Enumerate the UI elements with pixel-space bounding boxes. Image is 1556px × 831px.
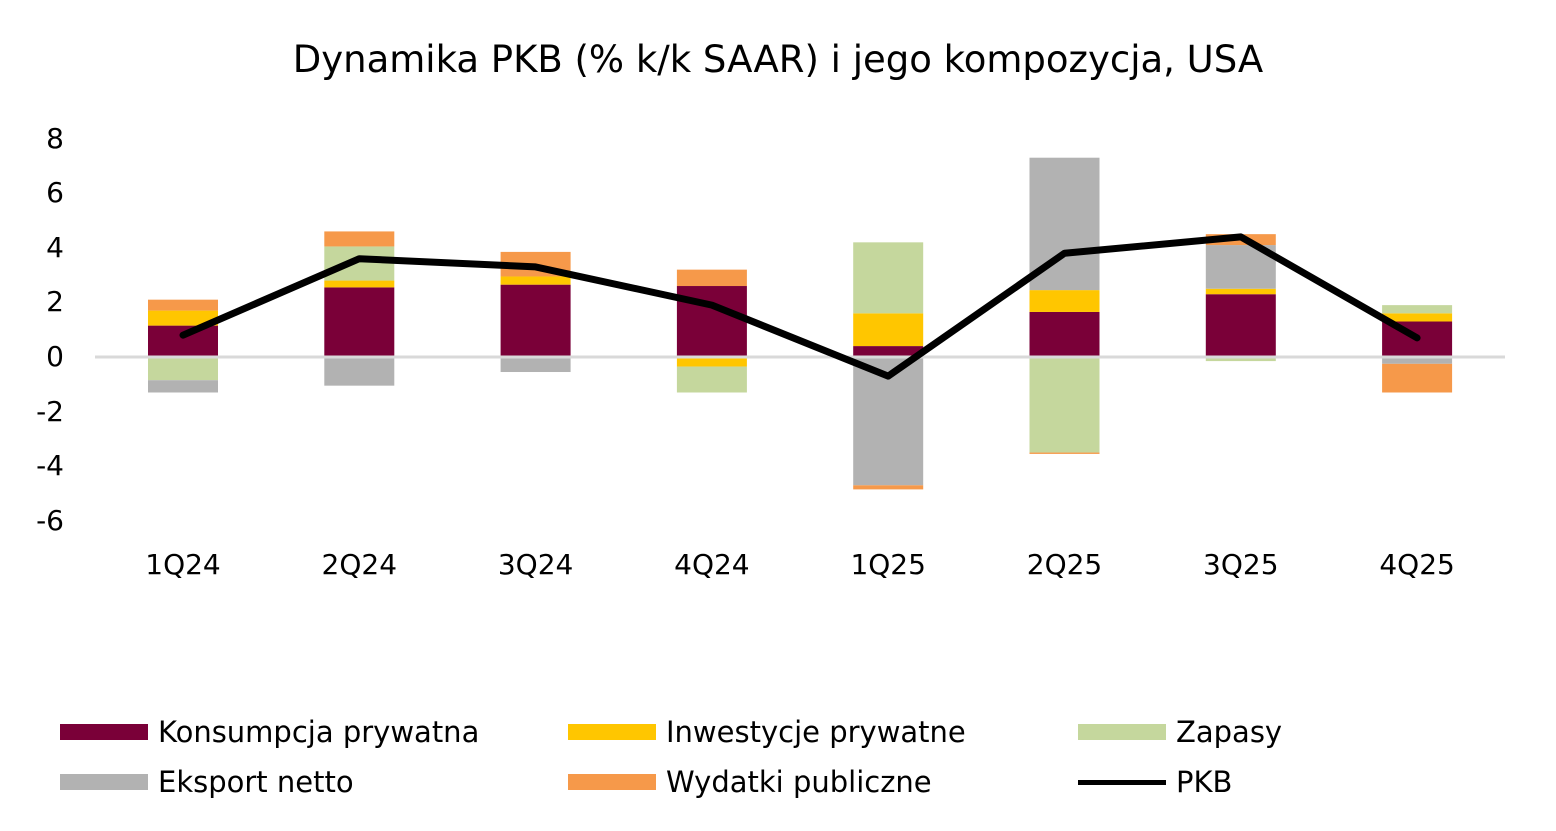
legend-label: Eksport netto: [158, 765, 354, 799]
bar-segment-inwestycje: [148, 310, 218, 326]
legend-label: PKB: [1176, 765, 1233, 799]
legend-item-eksport: Eksport netto: [60, 765, 354, 799]
inwestycje-swatch-icon: [568, 724, 656, 740]
x-tick-label: 3Q25: [1203, 548, 1279, 581]
y-tick-label: 4: [46, 230, 64, 264]
x-tick-label: 2Q24: [321, 548, 398, 581]
bar-segment-wydatki: [1382, 363, 1453, 393]
bar-stack-2Q25: [1029, 157, 1100, 454]
bar-stack-4Q25: [1382, 305, 1453, 393]
bar-segment-inwestycje: [1029, 290, 1100, 312]
y-tick-label: 2: [46, 285, 64, 319]
bar-segment-wydatki: [676, 269, 747, 287]
bar-stack-4Q24: [676, 269, 747, 393]
legend-label: Inwestycje prywatne: [666, 715, 966, 749]
y-tick-label: -6: [36, 503, 64, 537]
chart-title: Dynamika PKB (% k/k SAAR) i jego kompozy…: [292, 38, 1264, 81]
bar-segment-eksport: [324, 357, 395, 386]
bar-segment-inwestycje: [1382, 313, 1453, 322]
bar-segment-zapasy: [148, 357, 218, 381]
y-tick-label: -2: [36, 394, 64, 428]
x-tick-label: 1Q25: [850, 548, 926, 581]
bar-segment-wydatki: [853, 485, 924, 490]
x-tick-label: 3Q24: [497, 548, 574, 581]
bar-segment-zapasy: [1029, 357, 1100, 453]
bar-segment-eksport: [148, 380, 218, 393]
y-tick-label: 8: [46, 121, 64, 155]
wydatki-swatch-icon: [568, 774, 656, 790]
legend-label: Konsumpcja prywatna: [158, 715, 480, 749]
pkb-line-swatch-icon: [1078, 779, 1166, 785]
legend-item-inwestycje: Inwestycje prywatne: [568, 715, 966, 749]
bar-segment-inwestycje: [853, 313, 924, 347]
legend-label: Wydatki publiczne: [666, 765, 932, 799]
bar-segment-konsumpcja: [148, 325, 218, 357]
bar-stacks: [148, 157, 1453, 490]
bar-segment-konsumpcja: [1029, 311, 1100, 357]
bar-segment-konsumpcja: [853, 346, 924, 357]
bar-segment-inwestycje: [500, 276, 571, 285]
plot-area: [95, 157, 1505, 490]
bar-segment-zapasy: [676, 366, 747, 393]
bar-segment-konsumpcja: [500, 284, 571, 357]
legend-item-konsumpcja: Konsumpcja prywatna: [60, 715, 479, 749]
eksport-swatch-icon: [60, 774, 148, 790]
bar-segment-eksport: [1382, 357, 1453, 364]
legend-item-zapasy: Zapasy: [1078, 715, 1282, 749]
y-tick-label: -4: [36, 449, 64, 483]
bar-segment-wydatki: [1029, 452, 1100, 454]
bar-segment-eksport: [500, 358, 571, 373]
x-tick-label: 4Q24: [674, 548, 750, 581]
bar-segment-zapasy: [1205, 357, 1276, 362]
pkb-line: [179, 233, 1421, 380]
bar-stack-1Q24: [148, 299, 218, 393]
bar-segment-konsumpcja: [324, 287, 395, 357]
bar-segment-wydatki: [324, 231, 395, 247]
bar-segment-inwestycje: [676, 357, 747, 367]
bar-segment-inwestycje: [1205, 288, 1276, 295]
bar-segment-zapasy: [853, 242, 924, 314]
bar-stack-2Q24: [324, 231, 395, 386]
legend-item-pkb: PKB: [1078, 765, 1232, 799]
x-tick-label: 1Q24: [145, 548, 221, 581]
x-tick-label: 4Q25: [1379, 548, 1455, 581]
x-tick-label: 2Q25: [1026, 548, 1103, 581]
bar-segment-zapasy: [324, 246, 395, 281]
bar-segment-wydatki: [148, 299, 218, 311]
bar-segment-zapasy: [1382, 305, 1453, 314]
konsumpcja-swatch-icon: [60, 724, 148, 740]
y-tick-label: 0: [46, 340, 64, 373]
zapasy-swatch-icon: [1078, 724, 1166, 740]
bar-segment-inwestycje: [324, 280, 395, 288]
legend-label: Zapasy: [1176, 715, 1283, 749]
y-tick-label: 6: [46, 176, 64, 210]
legend-item-wydatki: Wydatki publiczne: [568, 765, 932, 799]
bar-stack-1Q25: [853, 242, 924, 490]
bar-segment-konsumpcja: [1205, 294, 1276, 357]
